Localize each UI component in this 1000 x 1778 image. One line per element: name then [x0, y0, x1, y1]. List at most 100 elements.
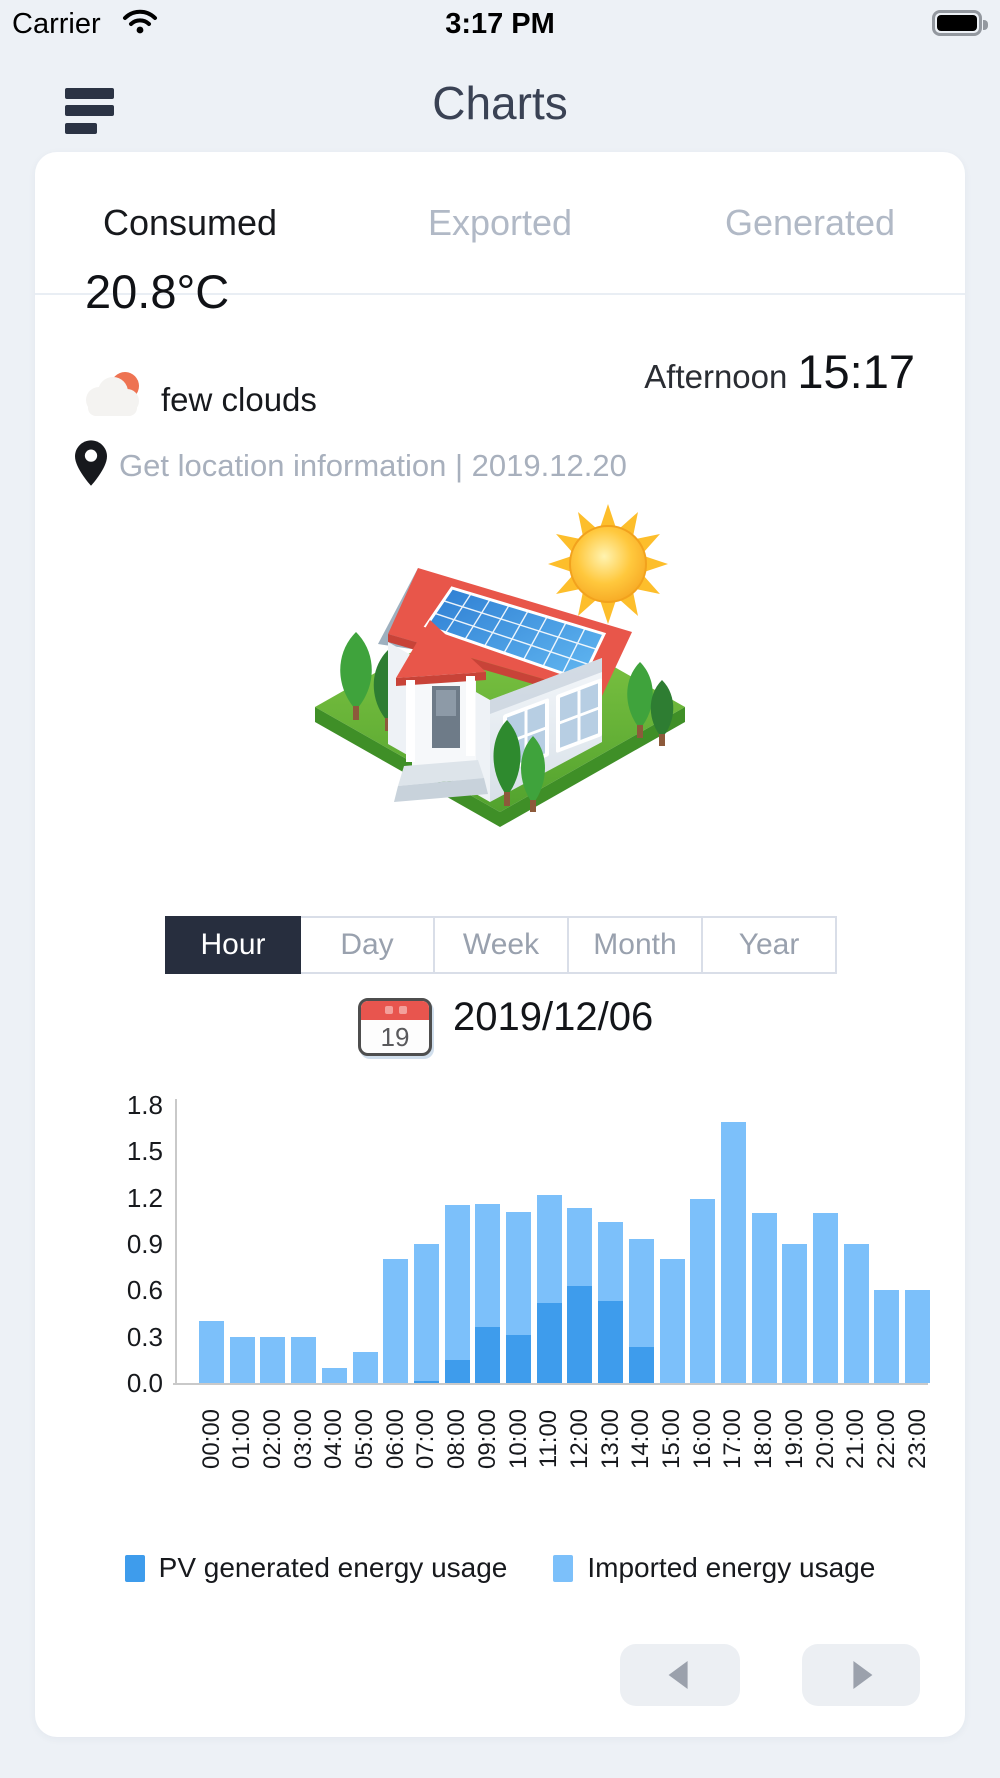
x-tick-label: 09:00: [473, 1408, 501, 1470]
bar-segment: [598, 1301, 624, 1383]
energy-bar-chart: 0.0 0.3 0.6 0.9 1.2 1.5 1.8 00:00 01:00 02:00 03:0…: [60, 1090, 940, 1535]
next-period-button[interactable]: [802, 1644, 920, 1706]
bar-segment: [475, 1203, 501, 1328]
legend-swatch-pv: [124, 1554, 145, 1582]
bar-segment: [598, 1222, 624, 1302]
bar-segment: [720, 1121, 746, 1383]
bar-segment: [260, 1336, 286, 1383]
x-tick-label: 18:00: [750, 1408, 778, 1470]
x-tick-label: 17:00: [719, 1408, 747, 1470]
bar-segment: [321, 1367, 347, 1383]
bar-segment: [506, 1211, 531, 1336]
current-time: 15:17: [797, 345, 915, 398]
legend-item-imported: Imported energy usage: [553, 1552, 875, 1584]
chart-legend: PV generated energy usage Imported energ…: [35, 1552, 965, 1584]
segment-month[interactable]: Month: [569, 916, 703, 974]
carrier-label: Carrier: [12, 8, 101, 40]
tab-consumed[interactable]: Consumed: [102, 201, 278, 243]
legend-label-pv: PV generated energy usage: [158, 1552, 508, 1583]
period-segmented-control: Hour Day Week Month Year: [165, 916, 837, 974]
segment-week[interactable]: Week: [435, 916, 569, 974]
solar-house-illustration: [300, 482, 700, 854]
condition-label: few clouds: [161, 380, 317, 418]
battery-icon: [932, 10, 988, 36]
wifi-icon: [122, 8, 158, 39]
bar-segment: [813, 1213, 838, 1383]
status-bar: Carrier 3:17 PM: [0, 0, 1000, 52]
x-tick-label: 15:00: [658, 1408, 685, 1470]
calendar-icon[interactable]: 19: [358, 998, 432, 1056]
y-tick-label: 0.9: [126, 1229, 163, 1259]
x-tick-label: 20:00: [811, 1408, 839, 1470]
segment-year[interactable]: Year: [703, 916, 837, 974]
selected-date: 2019/12/06: [453, 995, 654, 1039]
status-time: 3:17 PM: [445, 8, 555, 40]
bar-segment: [475, 1327, 501, 1383]
bar-segment: [291, 1336, 317, 1383]
location-row[interactable]: Get location information | 2019.12.20: [75, 440, 627, 491]
temperature-value: 20.8°C: [85, 265, 230, 318]
x-tick-label: 19:00: [780, 1408, 808, 1470]
bar-segment: [413, 1381, 439, 1383]
tab-exported[interactable]: Exported: [427, 201, 573, 243]
y-tick-label: 0.6: [126, 1275, 163, 1306]
x-tick-label: 08:00: [443, 1408, 471, 1470]
bar-segment: [567, 1208, 593, 1286]
bar-segment: [199, 1321, 224, 1383]
x-tick-label: 07:00: [412, 1408, 440, 1470]
left-arrow-icon: [668, 1661, 688, 1689]
x-tick-label: 00:00: [197, 1408, 225, 1470]
x-tick-label: 02:00: [258, 1408, 286, 1470]
bar-segment: [874, 1290, 900, 1383]
x-tick-label: 22:00: [872, 1408, 900, 1470]
y-tick-label: 0.3: [126, 1321, 163, 1352]
bar-segment: [782, 1244, 808, 1383]
x-tick-label: 01:00: [228, 1408, 256, 1470]
legend-swatch-imported: [553, 1554, 574, 1582]
legend-label-imported: Imported energy usage: [587, 1552, 876, 1583]
x-tick-label: 23:00: [903, 1408, 931, 1470]
bar-segment: [905, 1290, 931, 1383]
y-tick-label: 1.2: [126, 1182, 163, 1213]
location-text: Get location information | 2019.12.20: [119, 447, 627, 483]
bar-segment: [444, 1205, 470, 1360]
bar-segment: [229, 1336, 255, 1383]
segment-day[interactable]: Day: [301, 916, 435, 974]
bar-segment: [352, 1352, 378, 1383]
bar-segment: [843, 1244, 869, 1383]
previous-period-button[interactable]: [620, 1644, 740, 1706]
bar-segment: [659, 1259, 685, 1383]
y-tick-label: 1.8: [126, 1090, 163, 1120]
location-pin-icon: [75, 440, 107, 491]
right-arrow-icon: [853, 1661, 873, 1689]
few-clouds-icon: [79, 370, 151, 429]
menu-button[interactable]: [65, 88, 115, 136]
x-tick-label: 05:00: [351, 1408, 378, 1470]
x-tick-label: 06:00: [381, 1408, 409, 1470]
tab-generated[interactable]: Generated: [724, 201, 896, 243]
charts-card: Consumed Exported Generated 20.8°C few c…: [35, 152, 965, 1737]
daytime-row: Afternoon 15:17: [644, 344, 915, 399]
segment-hour[interactable]: Hour: [165, 916, 301, 974]
day-period-label: Afternoon: [644, 358, 788, 395]
x-tick-label: 11:00: [535, 1409, 563, 1469]
bar-segment: [506, 1335, 531, 1383]
bar-segment: [628, 1239, 654, 1348]
calendar-day: 19: [380, 1022, 410, 1052]
legend-item-pv: PV generated energy usage: [124, 1552, 508, 1584]
x-tick-label: 03:00: [289, 1408, 317, 1470]
bar-segment: [628, 1347, 654, 1383]
x-tick-label: 21:00: [842, 1408, 870, 1470]
page-title: Charts: [432, 77, 568, 129]
x-tick-label: 14:00: [627, 1408, 655, 1470]
bar-segment: [444, 1359, 470, 1383]
y-tick-label: 1.5: [126, 1136, 163, 1167]
bar-segment: [567, 1285, 593, 1383]
date-row: 19 2019/12/06: [35, 995, 965, 1059]
x-tick-label: 12:00: [565, 1408, 593, 1470]
bar-segment: [536, 1194, 562, 1303]
bar-segment: [751, 1213, 777, 1383]
x-tick-label: 04:00: [320, 1408, 348, 1470]
x-tick-label: 13:00: [596, 1408, 624, 1470]
x-tick-label: 10:00: [504, 1408, 532, 1470]
